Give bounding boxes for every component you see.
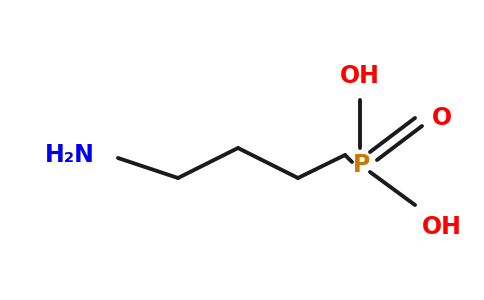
Text: O: O bbox=[432, 106, 452, 130]
Text: OH: OH bbox=[340, 64, 380, 88]
Text: P: P bbox=[353, 153, 371, 177]
Text: OH: OH bbox=[422, 215, 462, 239]
Text: H₂N: H₂N bbox=[45, 143, 95, 167]
